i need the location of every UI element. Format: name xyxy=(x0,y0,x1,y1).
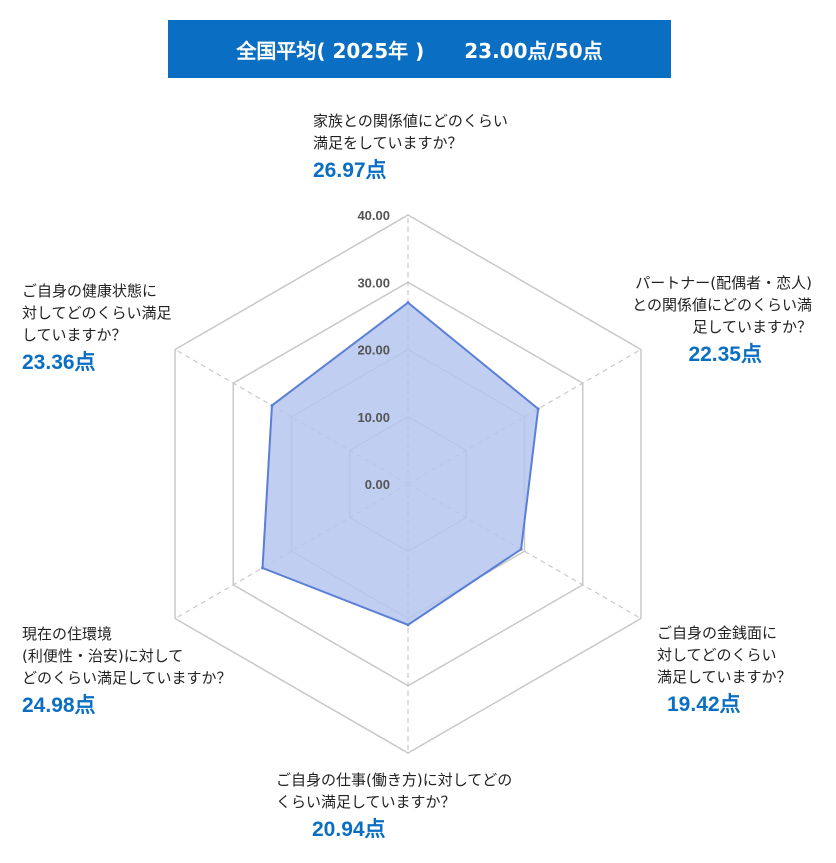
grid-ring xyxy=(174,214,642,754)
axis-question: ご自身の健康状態に 対してどのくらい満足 していますか？ xyxy=(22,282,172,344)
data-point xyxy=(270,403,274,407)
tick-label: 0.00 xyxy=(365,477,390,492)
axis-value: 19.42点 xyxy=(667,693,741,716)
axis-label-living: 現在の住環境 (利便性・治安)に対して どのくらい満足していますか？ 24.98… xyxy=(22,623,232,721)
tick-label: 10.00 xyxy=(357,410,390,425)
data-point xyxy=(406,301,410,305)
tick-label: 40.00 xyxy=(357,208,390,223)
axis-value: 24.98点 xyxy=(22,694,96,717)
axis-value: 26.97点 xyxy=(313,159,387,182)
axis-question: 家族との関係値にどのくらい 満足をしていますか？ xyxy=(313,112,508,152)
axis-question: ご自身の金銭面に 対してどのくらい 満足していますか？ xyxy=(657,624,792,686)
data-area xyxy=(261,301,540,626)
tick-label: 30.00 xyxy=(357,275,390,290)
data-point xyxy=(406,623,410,627)
axis-question: ご自身の仕事(働き方)に対してどの くらい満足していますか？ xyxy=(276,771,513,811)
axis-label-money: ご自身の金銭面に 対してどのくらい 満足していますか？ 19.42点 xyxy=(657,622,792,720)
axis-value: 22.35点 xyxy=(688,343,762,366)
axis-value: 23.36点 xyxy=(22,351,96,374)
axis-label-family: 家族との関係値にどのくらい 満足をしていますか？ 26.97点 xyxy=(313,110,508,186)
data-point xyxy=(536,407,540,411)
axis-label-work: ご自身の仕事(働き方)に対してどの くらい満足していますか？ 20.94点 xyxy=(276,769,512,845)
title-text: 全国平均( 2025年 ) xyxy=(236,38,425,63)
axis-question: パートナー(配偶者・恋人) との関係値にどのくらい満 足していますか？ xyxy=(632,274,812,336)
tick-label: 20.00 xyxy=(357,343,390,358)
axis-label-partner: パートナー(配偶者・恋人) との関係値にどのくらい満 足していますか？ 22.3… xyxy=(590,272,812,370)
data-point xyxy=(261,566,265,570)
axis-value: 20.94点 xyxy=(312,818,386,841)
axis-question: 現在の住環境 (利便性・治安)に対して どのくらい満足していますか？ xyxy=(22,625,232,687)
chart-title-banner: 全国平均( 2025年 ) 23.00点/50点 xyxy=(168,20,671,78)
axis-label-health: ご自身の健康状態に 対してどのくらい満足 していますか？ 23.36点 xyxy=(22,280,172,378)
data-point xyxy=(519,547,523,551)
average-score: 23.00点/50点 xyxy=(464,38,603,63)
